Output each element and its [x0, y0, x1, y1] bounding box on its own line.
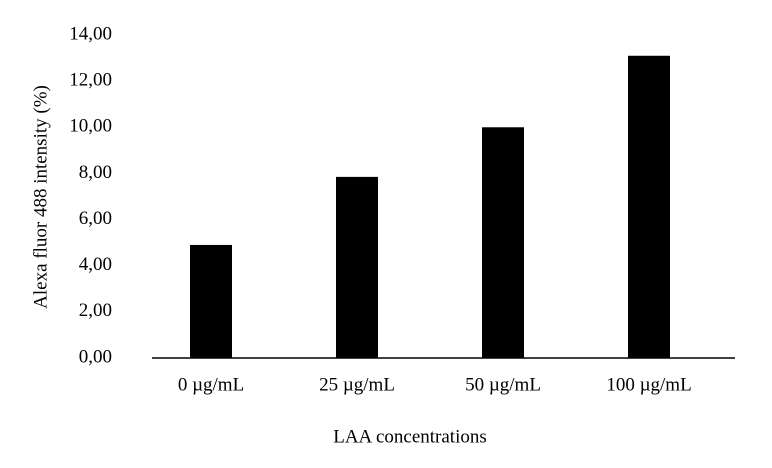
y-tick-label: 4,00 [79, 254, 112, 275]
y-tick-label: 14,00 [69, 23, 112, 44]
y-tick-label: 8,00 [79, 162, 112, 183]
x-tick-label: 0 µg/mL [178, 374, 244, 395]
x-tick-label: 50 µg/mL [465, 374, 541, 395]
y-tick-label: 6,00 [79, 208, 112, 229]
x-tick-label: 25 µg/mL [319, 374, 395, 395]
y-tick-label: 2,00 [79, 300, 112, 321]
bar [628, 55, 670, 359]
bar [336, 176, 378, 358]
y-tick-label: 10,00 [69, 116, 112, 137]
y-tick-label: 0,00 [79, 346, 112, 367]
x-axis-title: LAA concentrations [333, 426, 487, 447]
bar [190, 244, 232, 358]
y-tick-label: 12,00 [69, 70, 112, 91]
y-axis-title: Alexa fluor 488 intensity (%) [30, 85, 51, 309]
x-tick-label: 100 µg/mL [606, 374, 691, 395]
bar [482, 127, 524, 359]
